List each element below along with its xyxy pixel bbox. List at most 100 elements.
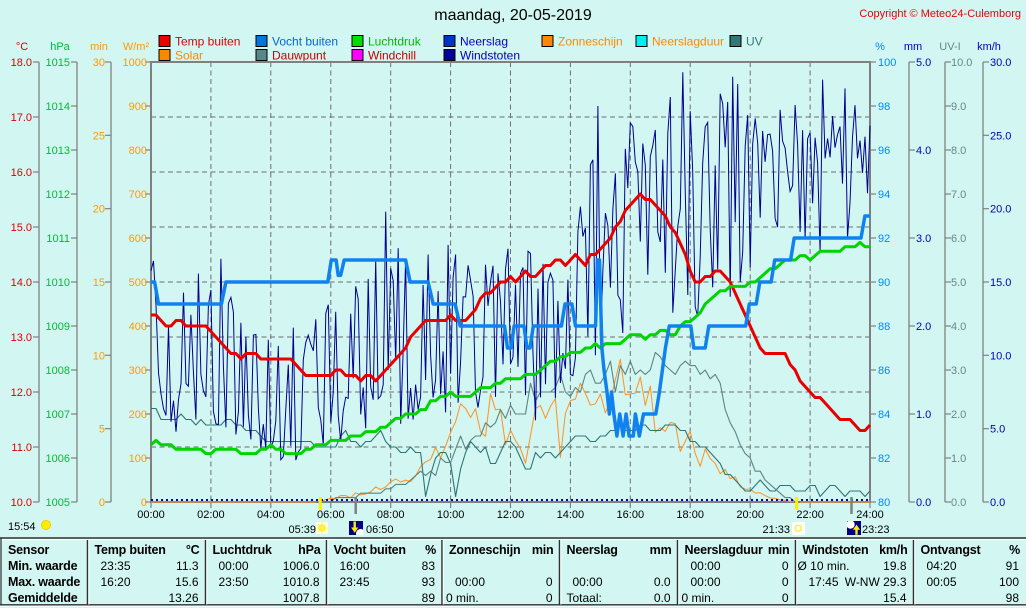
svg-text:89: 89 <box>422 591 436 605</box>
svg-text:Ø 10 min.: Ø 10 min. <box>798 559 850 573</box>
svg-text:12.0: 12.0 <box>11 387 32 399</box>
svg-text:°C: °C <box>16 41 28 53</box>
svg-text:0: 0 <box>782 559 789 573</box>
svg-text:00:00: 00:00 <box>573 575 603 589</box>
svg-text:05:39: 05:39 <box>288 524 316 536</box>
svg-text:20: 20 <box>93 204 105 216</box>
svg-text:15.4: 15.4 <box>883 591 907 605</box>
svg-text:0.0: 0.0 <box>916 497 931 509</box>
svg-text:94: 94 <box>878 189 890 201</box>
svg-text:16:00: 16:00 <box>340 559 370 573</box>
svg-text:°C: °C <box>186 543 200 557</box>
svg-text:20.0: 20.0 <box>990 204 1011 216</box>
svg-text:82: 82 <box>878 453 890 465</box>
svg-text:5.0: 5.0 <box>951 277 966 289</box>
svg-text:1010.8: 1010.8 <box>283 575 320 589</box>
svg-text:0.0: 0.0 <box>951 497 966 509</box>
svg-text:00:00: 00:00 <box>137 509 165 521</box>
svg-text:14.0: 14.0 <box>11 277 32 289</box>
svg-text:Gemiddelde: Gemiddelde <box>8 591 78 605</box>
svg-text:15.0: 15.0 <box>11 222 32 234</box>
svg-text:maandag, 20-05-2019: maandag, 20-05-2019 <box>434 7 592 24</box>
svg-text:06:50: 06:50 <box>366 524 394 536</box>
svg-text:5.0: 5.0 <box>990 424 1005 436</box>
svg-text:Zonneschijn: Zonneschijn <box>449 543 520 557</box>
svg-text:7.0: 7.0 <box>951 189 966 201</box>
svg-text:Neerslag: Neerslag <box>567 543 618 557</box>
svg-text:Luchtdruk: Luchtdruk <box>213 543 273 557</box>
svg-text:0: 0 <box>141 497 147 509</box>
svg-text:30.0: 30.0 <box>990 57 1011 69</box>
svg-text:W-NW 29.3: W-NW 29.3 <box>845 575 907 589</box>
svg-text:%: % <box>425 543 436 557</box>
svg-text:0: 0 <box>99 497 105 509</box>
svg-text:16:20: 16:20 <box>101 575 131 589</box>
svg-text:Neerslagduur: Neerslagduur <box>652 35 724 49</box>
svg-text:5.0: 5.0 <box>916 57 931 69</box>
svg-text:25.0: 25.0 <box>990 130 1011 142</box>
svg-text:%: % <box>1009 543 1020 557</box>
svg-text:80: 80 <box>878 497 890 509</box>
svg-text:W/m²: W/m² <box>123 41 150 53</box>
svg-text:00:00: 00:00 <box>691 575 721 589</box>
svg-text:13.0: 13.0 <box>11 332 32 344</box>
svg-text:20:00: 20:00 <box>736 509 764 521</box>
svg-text:02:00: 02:00 <box>197 509 225 521</box>
svg-text:1000: 1000 <box>123 57 147 69</box>
svg-text:21:33: 21:33 <box>762 524 790 536</box>
svg-text:mm: mm <box>650 543 672 557</box>
svg-text:200: 200 <box>129 409 147 421</box>
svg-text:3.0: 3.0 <box>916 233 931 245</box>
svg-text:0 min.: 0 min. <box>446 591 479 605</box>
svg-text:10: 10 <box>93 350 105 362</box>
svg-text:100: 100 <box>878 57 896 69</box>
svg-text:Copyright © Meteo24-Culemborg: Copyright © Meteo24-Culemborg <box>859 8 1021 20</box>
svg-text:Neerslag: Neerslag <box>460 35 508 49</box>
svg-text:Ontvangst: Ontvangst <box>921 543 982 557</box>
svg-text:15.0: 15.0 <box>990 277 1011 289</box>
svg-text:88: 88 <box>878 321 890 333</box>
svg-text:11.3: 11.3 <box>176 559 199 573</box>
svg-text:84: 84 <box>878 409 890 421</box>
svg-text:11.0: 11.0 <box>11 442 32 454</box>
svg-text:23:35: 23:35 <box>101 559 131 573</box>
svg-text:08:00: 08:00 <box>377 509 405 521</box>
svg-text:16.0: 16.0 <box>11 167 32 179</box>
svg-text:00:00: 00:00 <box>691 559 721 573</box>
svg-text:0.0: 0.0 <box>654 575 671 589</box>
svg-text:Temp buiten: Temp buiten <box>175 35 240 49</box>
svg-text:17:45: 17:45 <box>809 575 839 589</box>
svg-text:0 min.: 0 min. <box>682 591 715 605</box>
svg-text:10.0: 10.0 <box>990 350 1011 362</box>
svg-text:17.0: 17.0 <box>11 112 32 124</box>
svg-text:14:00: 14:00 <box>557 509 585 521</box>
svg-text:04:00: 04:00 <box>257 509 285 521</box>
svg-text:98: 98 <box>878 101 890 113</box>
svg-text:19.8: 19.8 <box>883 559 907 573</box>
svg-text:min: min <box>532 543 554 557</box>
svg-text:%: % <box>875 41 885 53</box>
svg-text:9.0: 9.0 <box>951 101 966 113</box>
svg-text:500: 500 <box>129 277 147 289</box>
svg-text:93: 93 <box>422 575 436 589</box>
svg-text:25: 25 <box>93 130 105 142</box>
svg-text:UV-I: UV-I <box>939 41 960 53</box>
svg-text:3.0: 3.0 <box>951 365 966 377</box>
svg-text:1007: 1007 <box>46 409 70 421</box>
svg-text:Vocht buiten: Vocht buiten <box>334 543 406 557</box>
svg-text:1005: 1005 <box>46 497 70 509</box>
svg-text:700: 700 <box>129 189 147 201</box>
svg-text:2.0: 2.0 <box>951 409 966 421</box>
svg-text:0: 0 <box>546 575 553 589</box>
svg-text:Min. waarde: Min. waarde <box>8 559 78 573</box>
svg-text:400: 400 <box>129 321 147 333</box>
svg-text:86: 86 <box>878 365 890 377</box>
svg-text:1015: 1015 <box>46 57 70 69</box>
svg-text:6.0: 6.0 <box>951 233 966 245</box>
svg-text:UV: UV <box>746 35 763 49</box>
svg-text:10.0: 10.0 <box>11 497 32 509</box>
svg-text:18:00: 18:00 <box>676 509 704 521</box>
svg-text:600: 600 <box>129 233 147 245</box>
svg-text:96: 96 <box>878 145 890 157</box>
svg-text:min: min <box>768 543 790 557</box>
